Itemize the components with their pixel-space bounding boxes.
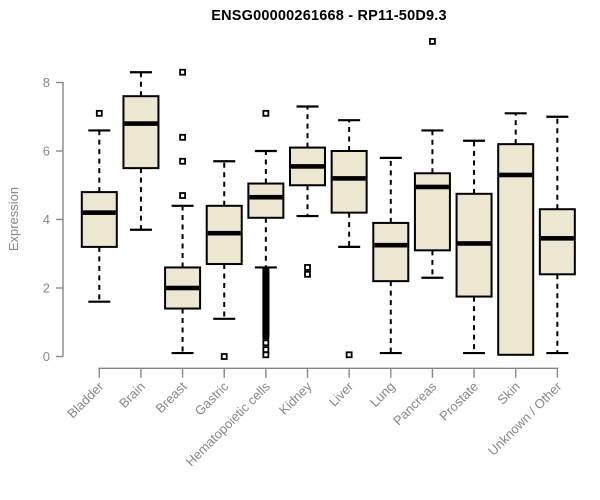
outlier-point: [179, 192, 186, 199]
x-category-label: Breast: [153, 379, 190, 416]
y-tick-label: 4: [43, 212, 50, 227]
boxplot-bladder: [80, 109, 118, 303]
boxplot-gastric: [205, 160, 243, 360]
outlier-point: [304, 264, 311, 271]
outlier-point: [429, 38, 436, 45]
iqr-box: [122, 95, 160, 170]
chart-title: ENSG00000261668 - RP11-50D9.3: [211, 8, 447, 24]
median-line: [291, 164, 324, 169]
outlier-point: [95, 109, 103, 117]
median-line: [124, 121, 158, 126]
iqr-box: [538, 208, 576, 276]
boxplot-skin: [497, 112, 535, 356]
median-line: [249, 194, 283, 200]
x-category-label: Lung: [367, 379, 398, 410]
boxplot-prostate: [455, 139, 493, 355]
iqr-box: [497, 143, 535, 356]
iqr-box: [247, 182, 285, 219]
median-line: [499, 172, 533, 178]
x-category-label: Liver: [326, 378, 357, 409]
outlier-point: [179, 157, 186, 165]
outlier-point: [262, 339, 270, 347]
x-category-label: Prostate: [436, 379, 481, 424]
outlier-point: [304, 270, 311, 278]
boxplot-lung: [372, 156, 410, 355]
x-category-label: Bladder: [64, 378, 107, 421]
median-line: [82, 210, 116, 215]
median-line: [207, 230, 241, 236]
boxplot-breast: [164, 68, 202, 355]
outlier-point: [179, 68, 186, 76]
boxplot-brain: [122, 71, 160, 231]
x-category-label: Pancreas: [390, 378, 440, 428]
boxplot-liver: [330, 119, 368, 359]
x-category-label: Skin: [494, 379, 522, 407]
boxplot-pancreas: [413, 38, 451, 279]
iqr-box: [330, 150, 368, 214]
outlier-point: [262, 109, 270, 117]
x-category-label: Gastric: [192, 378, 232, 418]
outlier-point: [262, 332, 270, 340]
y-tick-label: 6: [43, 144, 50, 159]
median-line: [415, 184, 449, 190]
outlier-point: [345, 351, 353, 359]
x-category-label: Unknown / Other: [485, 378, 565, 458]
x-category-label: Kidney: [276, 378, 315, 417]
y-tick-label: 0: [43, 349, 50, 364]
boxplot-kidney: [289, 105, 326, 278]
median-line: [166, 285, 200, 291]
boxplot-unknown-other: [538, 115, 576, 355]
iqr-box: [372, 221, 410, 283]
median-line: [374, 242, 408, 248]
median-line: [540, 236, 574, 241]
outlier-point: [179, 133, 186, 141]
x-category-label: Brain: [116, 379, 148, 411]
outlier-point: [262, 351, 270, 359]
boxplot-hematopoietic-cells: [247, 109, 285, 359]
median-line: [332, 176, 366, 181]
y-tick-label: 2: [43, 281, 50, 296]
median-line: [457, 241, 491, 246]
iqr-box: [80, 191, 118, 248]
outlier-point: [220, 353, 228, 360]
y-tick-label: 8: [43, 75, 50, 90]
